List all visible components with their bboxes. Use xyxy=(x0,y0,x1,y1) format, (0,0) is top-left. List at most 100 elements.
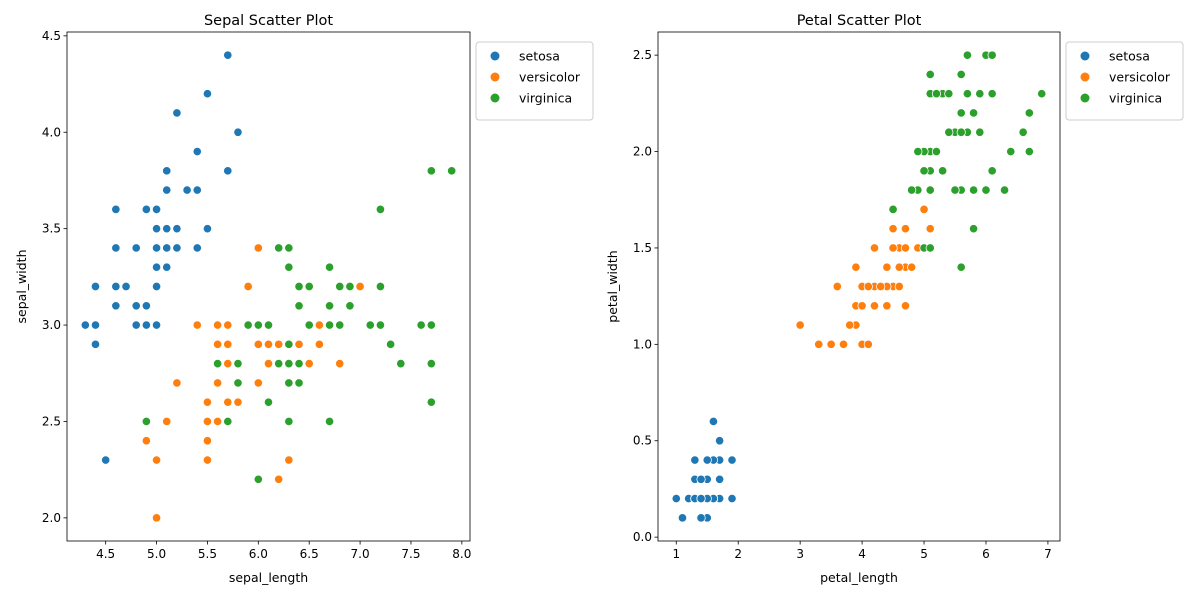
petal-y-tick-label: 0.0 xyxy=(633,530,652,544)
petal-point-virginica xyxy=(956,69,966,79)
petal-x-tick-label: 4 xyxy=(858,547,866,561)
petal-point-versicolor xyxy=(814,339,824,349)
sepal-point-virginica xyxy=(324,262,335,272)
sepal-y-tick-label: 2.0 xyxy=(42,511,61,525)
sepal-point-setosa xyxy=(151,262,162,272)
petal-point-virginica xyxy=(1018,127,1028,137)
petal-point-versicolor xyxy=(851,262,861,272)
sepal-point-versicolor xyxy=(253,378,263,388)
sepal-point-versicolor xyxy=(141,436,151,446)
sepal-point-setosa xyxy=(131,320,141,330)
petal-point-virginica xyxy=(888,204,898,214)
sepal-y-tick-label: 3.0 xyxy=(42,318,61,332)
sepal-point-virginica xyxy=(324,301,335,311)
sepal-point-versicolor xyxy=(151,455,162,465)
sepal-point-virginica xyxy=(141,416,151,427)
petal-point-versicolor xyxy=(832,281,842,292)
sepal-point-virginica xyxy=(304,320,314,330)
sepal-point-setosa xyxy=(151,320,162,330)
sepal-point-setosa xyxy=(111,301,121,311)
sepal-x-tick-label: 6.0 xyxy=(249,547,268,561)
sepal-x-tick-label: 5.5 xyxy=(198,547,217,561)
sepal-point-virginica xyxy=(426,397,436,407)
petal-point-virginica xyxy=(956,108,966,118)
sepal-point-virginica xyxy=(345,301,355,311)
petal-legend-label-setosa: setosa xyxy=(1109,49,1150,64)
sepal-point-versicolor xyxy=(284,455,294,465)
petal-y-axis-label: petal_width xyxy=(605,250,620,322)
petal-point-virginica xyxy=(913,146,923,157)
sepal-point-virginica xyxy=(274,359,284,369)
petal-x-tick-label: 6 xyxy=(982,547,990,561)
petal-point-virginica xyxy=(925,243,935,253)
petal-x-tick-label: 1 xyxy=(672,547,680,561)
petal-point-setosa xyxy=(696,513,706,523)
petal-point-versicolor xyxy=(919,204,929,214)
sepal-point-versicolor xyxy=(263,339,274,349)
sepal-x-tick-label: 6.5 xyxy=(300,547,319,561)
sepal-y-tick-label: 2.5 xyxy=(42,414,61,428)
sepal-point-versicolor xyxy=(274,474,284,484)
sepal-point-setosa xyxy=(90,339,101,349)
sepal-point-virginica xyxy=(253,474,263,484)
sepal-point-setosa xyxy=(141,320,151,330)
sepal-point-virginica xyxy=(284,378,294,388)
sepal-point-versicolor xyxy=(192,320,202,330)
sepal-legend: setosa versicolor virginica xyxy=(475,41,594,121)
sepal-point-setosa xyxy=(131,243,141,253)
sepal-y-tick-label: 4.5 xyxy=(42,29,61,43)
sepal-legend-label-versicolor: versicolor xyxy=(519,70,581,85)
sepal-point-versicolor xyxy=(335,359,345,369)
petal-point-versicolor xyxy=(795,320,805,330)
sepal-point-virginica xyxy=(294,301,304,311)
sepal-point-virginica xyxy=(284,359,294,369)
petal-axes-frame xyxy=(657,31,1061,542)
sepal-chart: 4.5 5.0 5.5 6.0 6.5 7.0 7.5 8.0 2.0 2.5 3.0 3.5 4.0 4… xyxy=(14,13,594,585)
sepal-legend-label-setosa: setosa xyxy=(519,49,560,64)
petal-point-versicolor xyxy=(869,243,880,253)
sepal-point-virginica xyxy=(426,166,436,176)
sepal-point-setosa xyxy=(111,243,121,253)
sepal-series-versicolor xyxy=(141,243,365,523)
sepal-point-virginica xyxy=(447,166,457,176)
sepal-point-setosa xyxy=(202,89,213,99)
petal-point-versicolor xyxy=(826,339,836,349)
petal-point-virginica xyxy=(938,166,948,176)
petal-legend-label-versicolor: versicolor xyxy=(1109,70,1171,85)
petal-y-tick-label: 2.0 xyxy=(633,145,652,159)
petal-point-virginica xyxy=(944,127,954,137)
sepal-point-virginica xyxy=(263,397,274,407)
petal-point-virginica xyxy=(1024,108,1034,118)
sepal-axes-frame xyxy=(66,31,471,542)
sepal-y-axis-label: sepal_width xyxy=(14,250,29,324)
sepal-point-virginica xyxy=(213,359,223,369)
sepal-x-tick-label: 4.5 xyxy=(96,547,115,561)
petal-point-versicolor xyxy=(869,301,880,311)
petal-point-virginica xyxy=(981,185,991,195)
petal-point-virginica xyxy=(975,89,985,99)
sepal-point-virginica xyxy=(294,378,304,388)
sepal-legend-marker-versicolor xyxy=(490,72,500,82)
petal-point-virginica xyxy=(987,89,997,99)
sepal-point-virginica xyxy=(375,320,386,330)
petal-point-versicolor xyxy=(907,262,917,272)
petal-y-tick-label: 1.5 xyxy=(633,241,652,255)
sepal-point-setosa xyxy=(162,243,172,253)
sepal-point-versicolor xyxy=(294,339,304,349)
sepal-point-virginica xyxy=(426,359,436,369)
sepal-point-virginica xyxy=(386,339,396,349)
sepal-point-versicolor xyxy=(314,339,324,349)
petal-chart-title: Petal Scatter Plot xyxy=(797,13,922,29)
sepal-point-virginica xyxy=(253,320,263,330)
petal-legend-marker-setosa xyxy=(1080,51,1090,61)
petal-legend: setosa versicolor virginica xyxy=(1065,41,1184,121)
sepal-point-setosa xyxy=(172,243,182,253)
petal-point-virginica xyxy=(1037,89,1047,99)
sepal-point-virginica xyxy=(365,320,375,330)
sepal-point-setosa xyxy=(151,243,162,253)
sepal-point-setosa xyxy=(162,185,172,195)
sepal-point-versicolor xyxy=(151,513,162,523)
sepal-point-virginica xyxy=(335,281,345,292)
petal-legend-box xyxy=(1065,41,1184,121)
sepal-y-tick-label: 4.0 xyxy=(42,125,61,139)
